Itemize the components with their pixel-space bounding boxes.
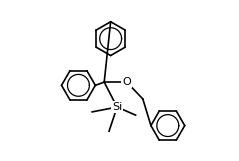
Text: Si: Si bbox=[112, 102, 122, 112]
Text: O: O bbox=[122, 77, 131, 87]
